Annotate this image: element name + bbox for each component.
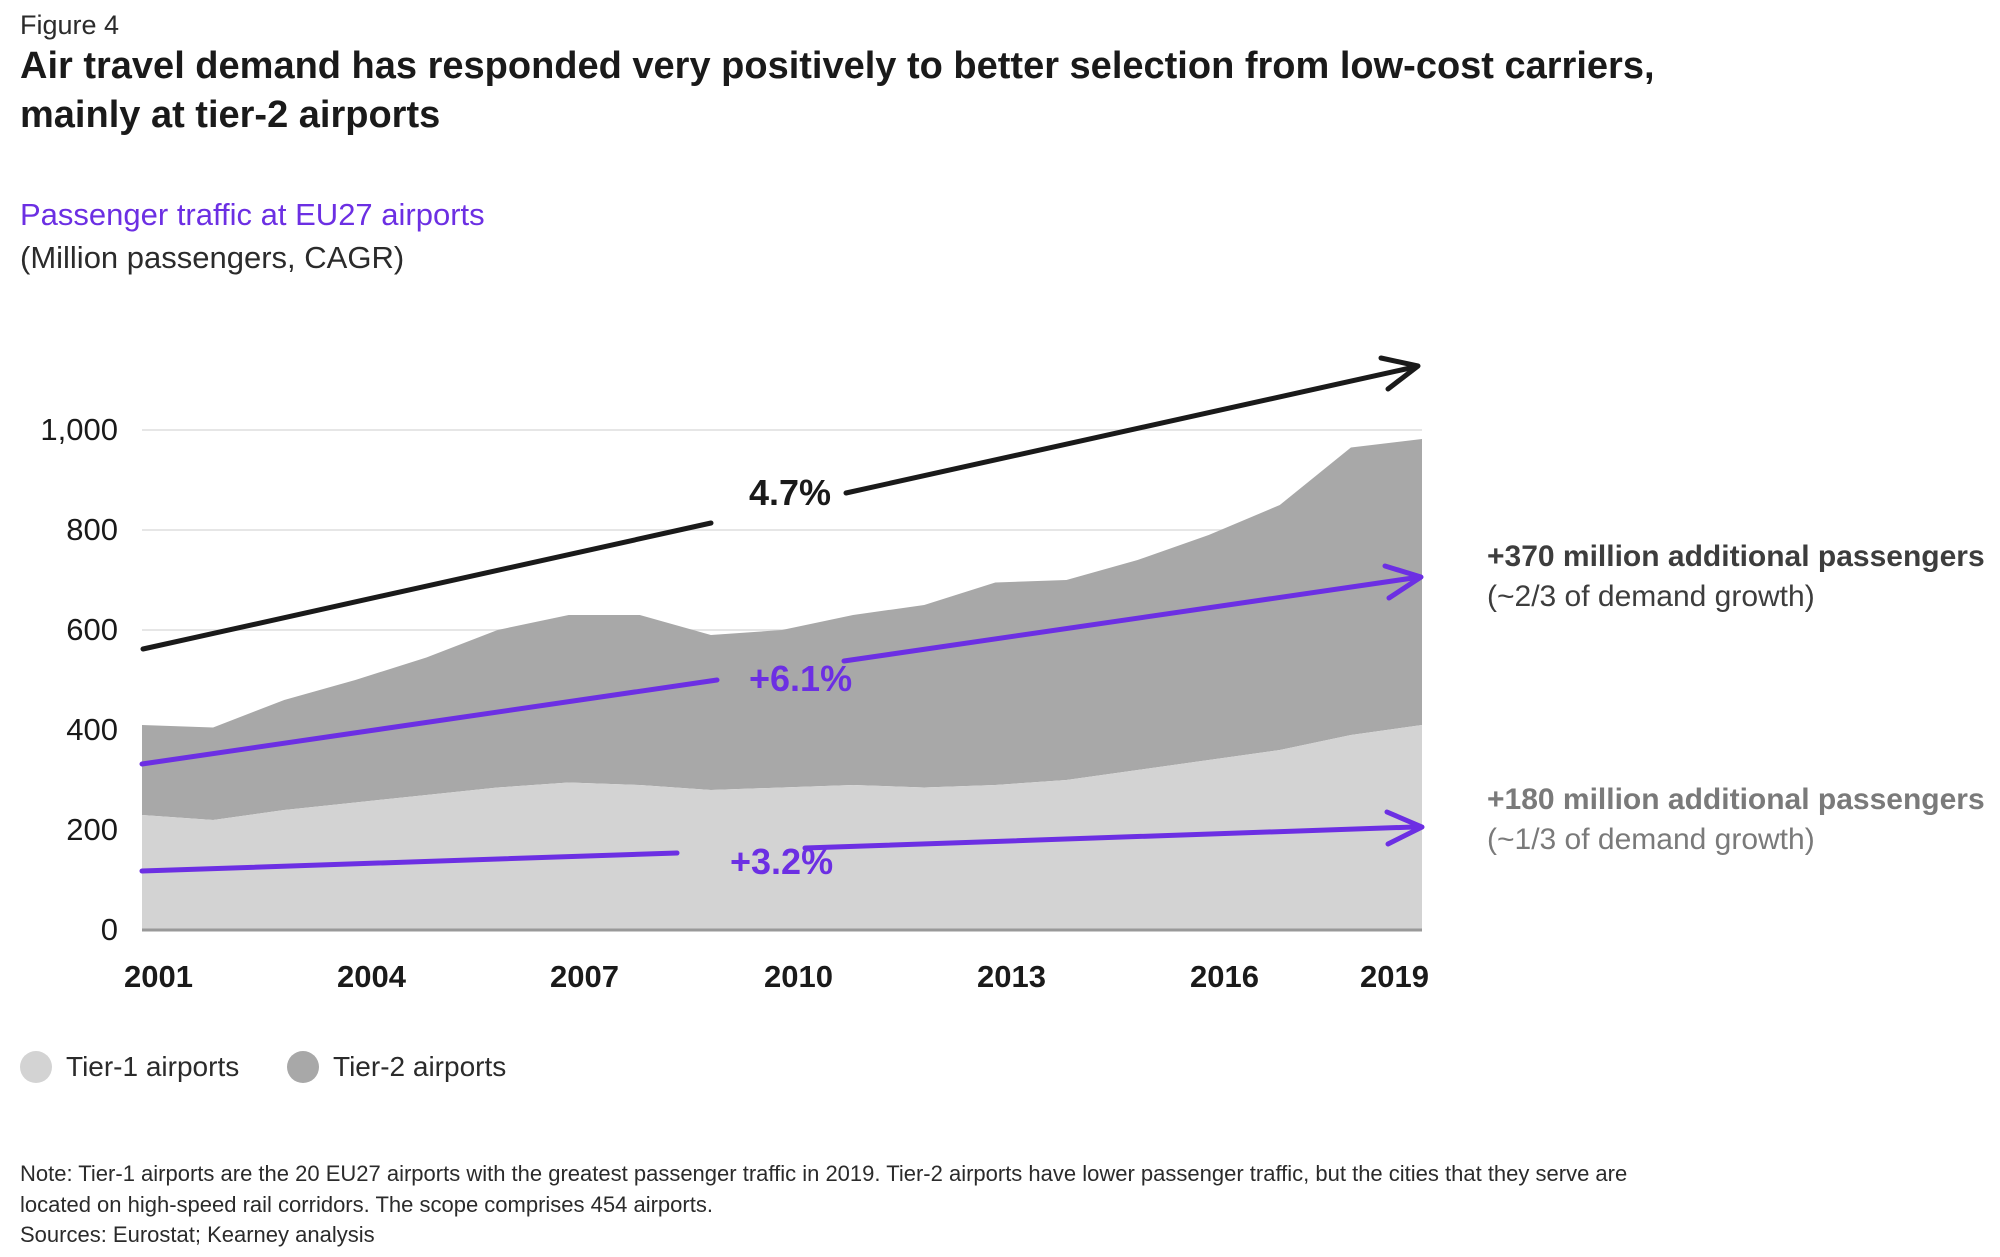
- svg-text:+3.2%: +3.2%: [730, 841, 833, 882]
- svg-text:+6.1%: +6.1%: [749, 658, 852, 699]
- svg-text:0: 0: [101, 912, 118, 947]
- svg-text:2001: 2001: [124, 959, 193, 994]
- svg-text:600: 600: [66, 612, 118, 647]
- svg-text:2004: 2004: [337, 959, 407, 994]
- svg-text:2013: 2013: [977, 959, 1046, 994]
- svg-text:2019: 2019: [1360, 959, 1429, 994]
- svg-text:400: 400: [66, 712, 118, 747]
- svg-text:2010: 2010: [764, 959, 833, 994]
- svg-text:800: 800: [66, 512, 118, 547]
- svg-text:2016: 2016: [1190, 959, 1259, 994]
- svg-text:200: 200: [66, 812, 118, 847]
- svg-text:4.7%: 4.7%: [749, 472, 831, 513]
- svg-text:1,000: 1,000: [40, 412, 118, 447]
- svg-text:2007: 2007: [550, 959, 619, 994]
